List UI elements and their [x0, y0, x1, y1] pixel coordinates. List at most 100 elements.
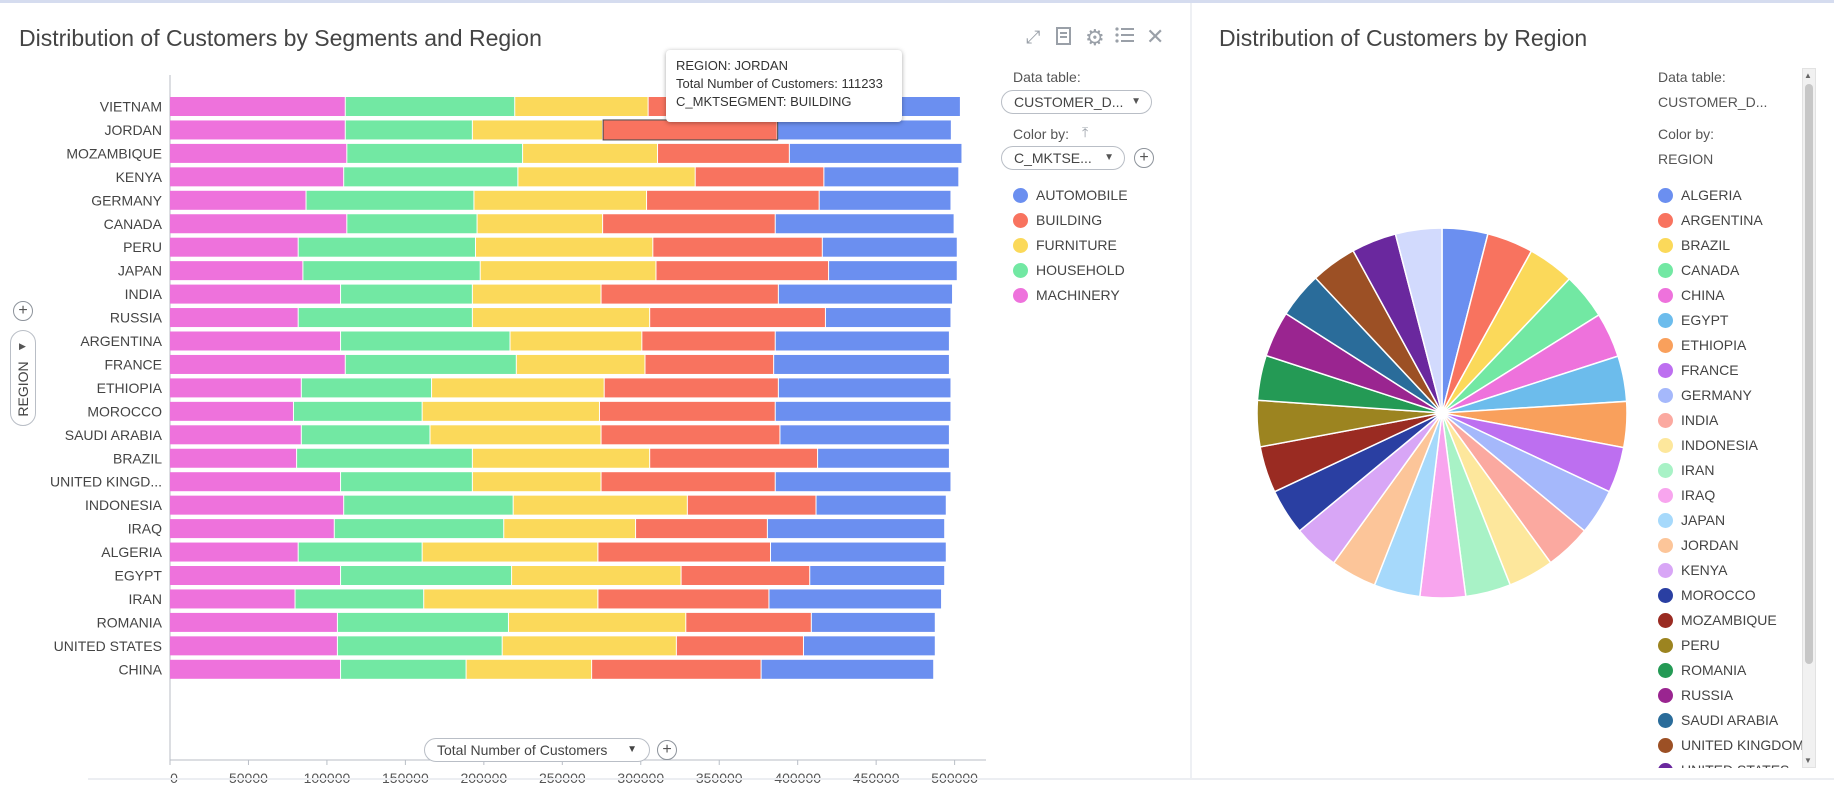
bar-segment-japan-machinery[interactable]: [170, 261, 303, 281]
bar-segment-saudi-arabia-building[interactable]: [601, 425, 780, 445]
bar-segment-united-states-furniture[interactable]: [502, 636, 676, 656]
bar-segment-brazil-automobile[interactable]: [818, 448, 949, 468]
expand-icon[interactable]: ⤢: [1026, 27, 1041, 47]
bar-segment-brazil-machinery[interactable]: [170, 448, 297, 468]
sort-icon[interactable]: ⤒: [1082, 124, 1089, 140]
bar-segment-vietnam-furniture[interactable]: [515, 97, 648, 116]
bar-segment-russia-household[interactable]: [298, 308, 472, 328]
bar-segment-ethiopia-building[interactable]: [604, 378, 778, 398]
bar-segment-romania-machinery[interactable]: [170, 612, 337, 632]
bar-segment-ethiopia-machinery[interactable]: [170, 378, 301, 398]
bar-segment-algeria-household[interactable]: [298, 542, 422, 562]
bar-segment-india-building[interactable]: [601, 284, 778, 304]
bar-segment-jordan-household[interactable]: [345, 120, 472, 140]
bar-segment-united-kingd-automobile[interactable]: [775, 472, 951, 492]
bar-segment-kenya-building[interactable]: [695, 167, 824, 187]
bar-segment-egypt-household[interactable]: [341, 566, 512, 585]
bar-segment-united-states-building[interactable]: [676, 636, 803, 656]
bar-segment-russia-building[interactable]: [650, 308, 825, 328]
bar-segment-russia-furniture[interactable]: [472, 308, 650, 328]
bar-segment-saudi-arabia-automobile[interactable]: [780, 425, 949, 445]
close-icon[interactable]: ✕: [1146, 24, 1165, 49]
add-color-by-icon[interactable]: +: [1134, 148, 1154, 168]
bar-segment-russia-automobile[interactable]: [825, 308, 951, 328]
bar-segment-iran-machinery[interactable]: [170, 589, 295, 609]
bar-segment-united-states-automobile[interactable]: [803, 636, 935, 656]
bar-segment-china-furniture[interactable]: [466, 659, 592, 679]
bar-segment-united-states-machinery[interactable]: [170, 636, 337, 656]
bar-segment-india-household[interactable]: [341, 284, 472, 304]
list-icon[interactable]: [1115, 26, 1135, 49]
bar-segment-romania-automobile[interactable]: [811, 612, 935, 632]
bar-segment-peru-furniture[interactable]: [476, 237, 653, 257]
bar-segment-china-automobile[interactable]: [761, 659, 934, 679]
bar-segment-vietnam-household[interactable]: [345, 97, 515, 116]
bar-segment-germany-automobile[interactable]: [819, 190, 951, 210]
bar-segment-iraq-household[interactable]: [334, 519, 504, 539]
bar-segment-romania-building[interactable]: [686, 612, 811, 632]
bar-segment-mozambique-machinery[interactable]: [170, 143, 347, 163]
bar-segment-argentina-automobile[interactable]: [775, 331, 949, 351]
bar-segment-united-kingd-household[interactable]: [341, 472, 472, 492]
bar-segment-france-automobile[interactable]: [774, 354, 949, 374]
add-y-axis-icon[interactable]: +: [13, 301, 33, 321]
bar-segment-mozambique-furniture[interactable]: [523, 143, 658, 163]
bar-segment-united-kingd-machinery[interactable]: [170, 472, 341, 492]
bar-segment-brazil-household[interactable]: [297, 448, 472, 468]
bar-segment-algeria-automobile[interactable]: [771, 542, 946, 562]
bar-segment-canada-furniture[interactable]: [477, 214, 603, 234]
bar-segment-india-machinery[interactable]: [170, 284, 341, 304]
add-x-axis-icon[interactable]: +: [657, 740, 677, 760]
bar-segment-romania-household[interactable]: [337, 612, 508, 632]
bar-segment-indonesia-machinery[interactable]: [170, 495, 344, 515]
scroll-up-arrow-icon[interactable]: ▲: [1804, 71, 1812, 80]
bar-segment-russia-machinery[interactable]: [170, 308, 298, 328]
bar-segment-iraq-machinery[interactable]: [170, 519, 334, 539]
bar-segment-egypt-building[interactable]: [681, 566, 810, 585]
bar-segment-china-household[interactable]: [341, 659, 466, 679]
bar-segment-germany-household[interactable]: [306, 190, 474, 210]
bar-segment-algeria-building[interactable]: [598, 542, 771, 562]
bar-segment-argentina-building[interactable]: [642, 331, 775, 351]
scroll-down-arrow-icon[interactable]: ▼: [1804, 756, 1812, 765]
settings-gear-icon[interactable]: ⚙: [1085, 25, 1105, 50]
bar-segment-germany-building[interactable]: [647, 190, 819, 210]
pie-slice-vietnam[interactable]: [1394, 227, 1443, 414]
bar-segment-iran-building[interactable]: [598, 589, 769, 609]
bar-segment-iran-automobile[interactable]: [769, 589, 942, 609]
bar-segment-jordan-machinery[interactable]: [170, 120, 345, 140]
bar-segment-iran-furniture[interactable]: [424, 589, 598, 609]
bar-segment-france-household[interactable]: [345, 354, 516, 374]
color-by-dropdown[interactable]: C_MKTSE... ▼: [1001, 146, 1125, 170]
bar-segment-egypt-furniture[interactable]: [512, 566, 681, 585]
bar-segment-algeria-furniture[interactable]: [422, 542, 598, 562]
bar-segment-canada-machinery[interactable]: [170, 214, 347, 234]
bar-segment-ethiopia-automobile[interactable]: [778, 378, 951, 398]
bar-segment-jordan-automobile[interactable]: [777, 120, 951, 140]
bar-segment-kenya-automobile[interactable]: [824, 167, 959, 187]
bar-segment-japan-automobile[interactable]: [829, 261, 957, 281]
bar-segment-peru-building[interactable]: [653, 237, 822, 257]
bar-segment-iraq-automobile[interactable]: [767, 519, 945, 539]
bar-segment-ethiopia-household[interactable]: [301, 378, 432, 398]
bar-segment-morocco-building[interactable]: [599, 401, 775, 421]
data-table-dropdown[interactable]: CUSTOMER_D... ▼: [1001, 90, 1152, 114]
bar-segment-mozambique-household[interactable]: [347, 143, 523, 163]
x-axis-selector[interactable]: Total Number of Customers ▼: [424, 738, 650, 762]
bar-segment-morocco-machinery[interactable]: [170, 401, 293, 421]
bar-segment-united-kingd-building[interactable]: [601, 472, 775, 492]
bar-segment-saudi-arabia-furniture[interactable]: [430, 425, 601, 445]
bar-segment-indonesia-household[interactable]: [344, 495, 513, 515]
bar-segment-brazil-building[interactable]: [650, 448, 818, 468]
y-axis-selector[interactable]: ▶ REGION: [10, 330, 36, 426]
bar-segment-saudi-arabia-machinery[interactable]: [170, 425, 301, 445]
bar-segment-algeria-machinery[interactable]: [170, 542, 298, 562]
bar-segment-iraq-furniture[interactable]: [504, 519, 636, 539]
description-icon[interactable]: [1055, 27, 1073, 52]
bar-segment-canada-building[interactable]: [603, 214, 775, 234]
bar-segment-canada-household[interactable]: [347, 214, 477, 234]
bar-segment-jordan-furniture[interactable]: [472, 120, 603, 140]
bar-segment-saudi-arabia-household[interactable]: [301, 425, 430, 445]
bar-segment-united-kingd-furniture[interactable]: [472, 472, 601, 492]
bar-segment-argentina-machinery[interactable]: [170, 331, 341, 351]
